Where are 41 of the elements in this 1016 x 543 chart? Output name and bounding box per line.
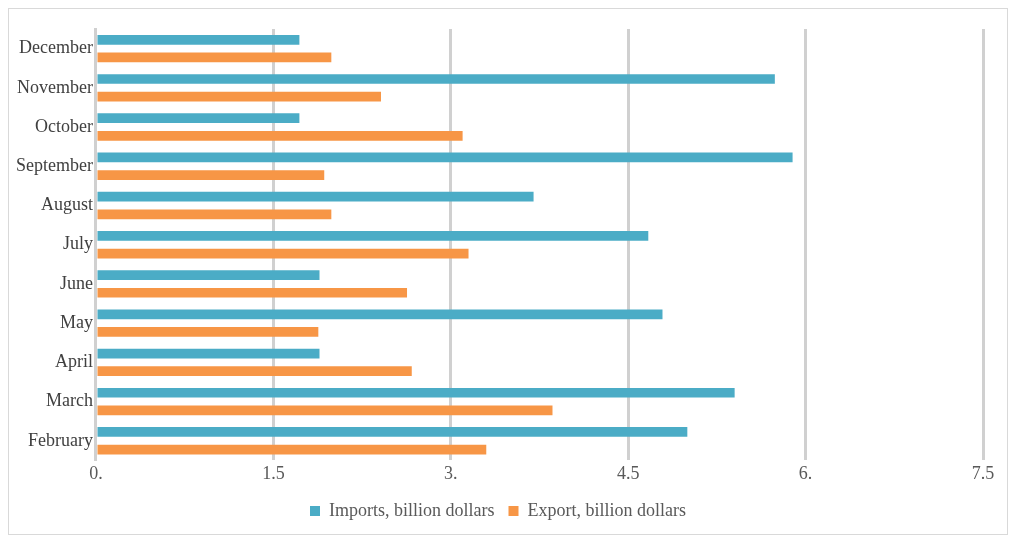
y-tick-label: July: [62, 233, 93, 254]
x-tick-label: 3.: [444, 462, 458, 483]
bar: [97, 427, 688, 437]
bar: [97, 91, 382, 102]
bar: [97, 327, 319, 337]
bar: [97, 34, 300, 45]
y-tick-label: September: [15, 155, 93, 175]
bar: [97, 444, 487, 455]
x-tick-label: 7.5: [971, 462, 995, 483]
bar: [97, 209, 332, 220]
bar: [97, 170, 325, 180]
bar: [97, 348, 320, 359]
legend-label: Export, billion dollars: [527, 499, 686, 520]
y-tick-label: August: [40, 194, 93, 215]
bar: [97, 405, 553, 416]
bar: [97, 309, 663, 320]
y-tick-label: February: [27, 429, 93, 450]
legend-label: Imports, billion dollars: [329, 499, 495, 520]
bar: [97, 231, 649, 241]
y-tick-label: May: [59, 311, 93, 332]
y-tick-label: November: [16, 76, 93, 97]
x-tick-label: 6.: [798, 462, 813, 483]
bar: [97, 387, 735, 398]
bar: [97, 191, 534, 202]
bar: [97, 366, 412, 377]
bar: [97, 152, 793, 163]
bar: [97, 270, 320, 280]
bar: [97, 74, 775, 84]
bar: [97, 287, 408, 298]
y-tick-label: October: [34, 115, 93, 136]
x-tick-label: 4.5: [616, 462, 640, 483]
bar: [97, 113, 300, 124]
y-tick-label: December: [19, 37, 93, 58]
x-tick-label: 0.: [89, 462, 103, 483]
y-tick-label: June: [59, 272, 93, 293]
y-tick-label: April: [54, 351, 93, 372]
bar: [97, 52, 332, 63]
bar: [97, 248, 469, 259]
x-tick-label: 1.5: [262, 462, 285, 483]
bar: [97, 131, 463, 141]
y-tick-label: March: [45, 390, 93, 411]
